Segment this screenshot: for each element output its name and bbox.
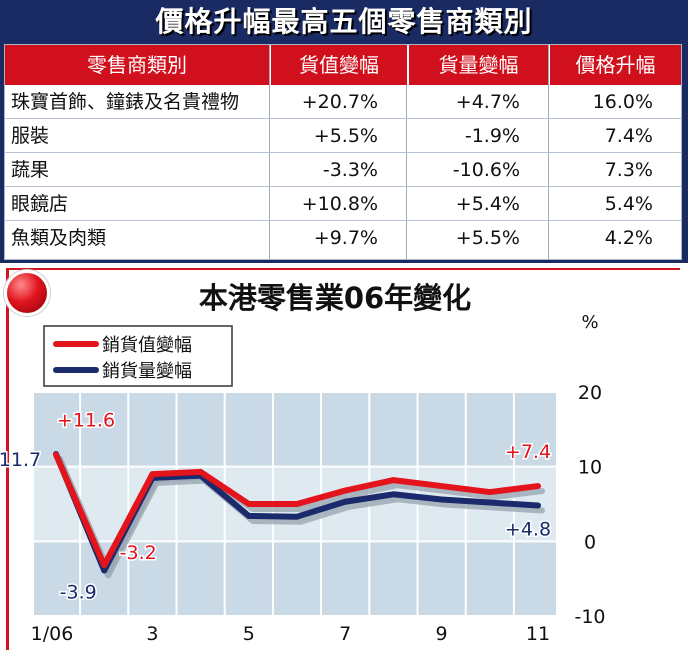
table-cell-volume: -1.9% xyxy=(406,119,548,153)
price-rise-table: 價格升幅最高五個零售商類別 零售商類別 貨值變幅 貨量變幅 價格升幅 珠寶首飾、… xyxy=(0,0,688,263)
red-ball-icon xyxy=(4,270,50,316)
data-label: -3.2 xyxy=(120,542,157,564)
table-cell-volume: +5.4% xyxy=(406,187,548,221)
table-cell-category: 魚類及肉類 xyxy=(11,227,107,249)
data-label: +7.4 xyxy=(505,441,551,463)
x-tick-label: 1/06 xyxy=(31,623,74,645)
table-cell-category: 蔬果 xyxy=(5,153,269,187)
y-tick-label: 20 xyxy=(578,382,602,404)
series-shadow xyxy=(57,455,545,579)
chart-frame xyxy=(6,268,680,650)
x-tick-label: 5 xyxy=(243,623,255,645)
table-cell-volume: -10.6% xyxy=(406,153,548,187)
header-value-change: 貨值變幅 xyxy=(271,45,407,85)
chart-svg: % 20 10 0 -10 1/06 3 5 7 9 11 +11.6 +11.7 -3.9 -3.2 +7.… xyxy=(0,312,606,645)
table-cell-price: 7.4% xyxy=(548,119,681,153)
legend-label: 銷貨值變幅 xyxy=(102,335,192,356)
legend-box xyxy=(43,325,233,387)
legend-label: 銷貨量變幅 xyxy=(102,361,192,382)
series-line xyxy=(53,451,541,569)
retail-change-chart: 本港零售業06年變化 % 20 10 0 -10 1/06 3 5 7 9 11 +11.6 +11.7… xyxy=(0,266,688,655)
table-cell-value: -3.3% xyxy=(269,153,406,187)
y-axis-unit: % xyxy=(581,312,598,333)
x-tick-label: 9 xyxy=(436,623,448,645)
table-title: 價格升幅最高五個零售商類別 xyxy=(155,5,533,38)
table-cell-category: 珠寶首飾、鐘錶及名貴禮物 xyxy=(5,85,269,119)
x-tick-label: 3 xyxy=(146,623,158,645)
data-label: +11.7 xyxy=(0,449,41,471)
x-tick-label: 11 xyxy=(526,623,550,645)
table-cell-value: +9.7% xyxy=(313,227,378,249)
table-cell-value: +10.8% xyxy=(269,187,406,221)
y-tick-label: 0 xyxy=(584,531,596,553)
x-tick-label: 7 xyxy=(339,623,351,645)
table-cell-category: 眼鏡店 xyxy=(5,187,269,221)
table-body: 零售商類別 貨值變幅 貨量變幅 價格升幅 珠寶首飾、鐘錶及名貴禮物 +20.7%… xyxy=(4,44,682,260)
table-cell-price: 4.2% xyxy=(604,227,653,249)
header-price-rise: 價格升幅 xyxy=(550,45,681,85)
header-volume-change: 貨量變幅 xyxy=(409,45,548,85)
y-tick-label: -10 xyxy=(574,606,605,628)
table-cell-price: 7.3% xyxy=(548,153,681,187)
data-label: +4.8 xyxy=(505,518,551,540)
table-cell-volume: +4.7% xyxy=(406,85,548,119)
header-category: 零售商類別 xyxy=(5,45,269,85)
plot-band xyxy=(34,392,556,467)
table-cell-volume: +5.5% xyxy=(455,227,520,249)
table-cell-category: 服裝 xyxy=(5,119,269,153)
chart-title: 本港零售業06年變化 xyxy=(198,281,472,315)
y-tick-label: 10 xyxy=(578,457,602,479)
data-label: +11.6 xyxy=(57,410,115,432)
table-cell-value: +5.5% xyxy=(269,119,406,153)
data-label: -3.9 xyxy=(60,581,97,603)
table-cell-price: 16.0% xyxy=(548,85,681,119)
table-cell-price: 5.4% xyxy=(548,187,681,221)
table-cell-value: +20.7% xyxy=(269,85,406,119)
